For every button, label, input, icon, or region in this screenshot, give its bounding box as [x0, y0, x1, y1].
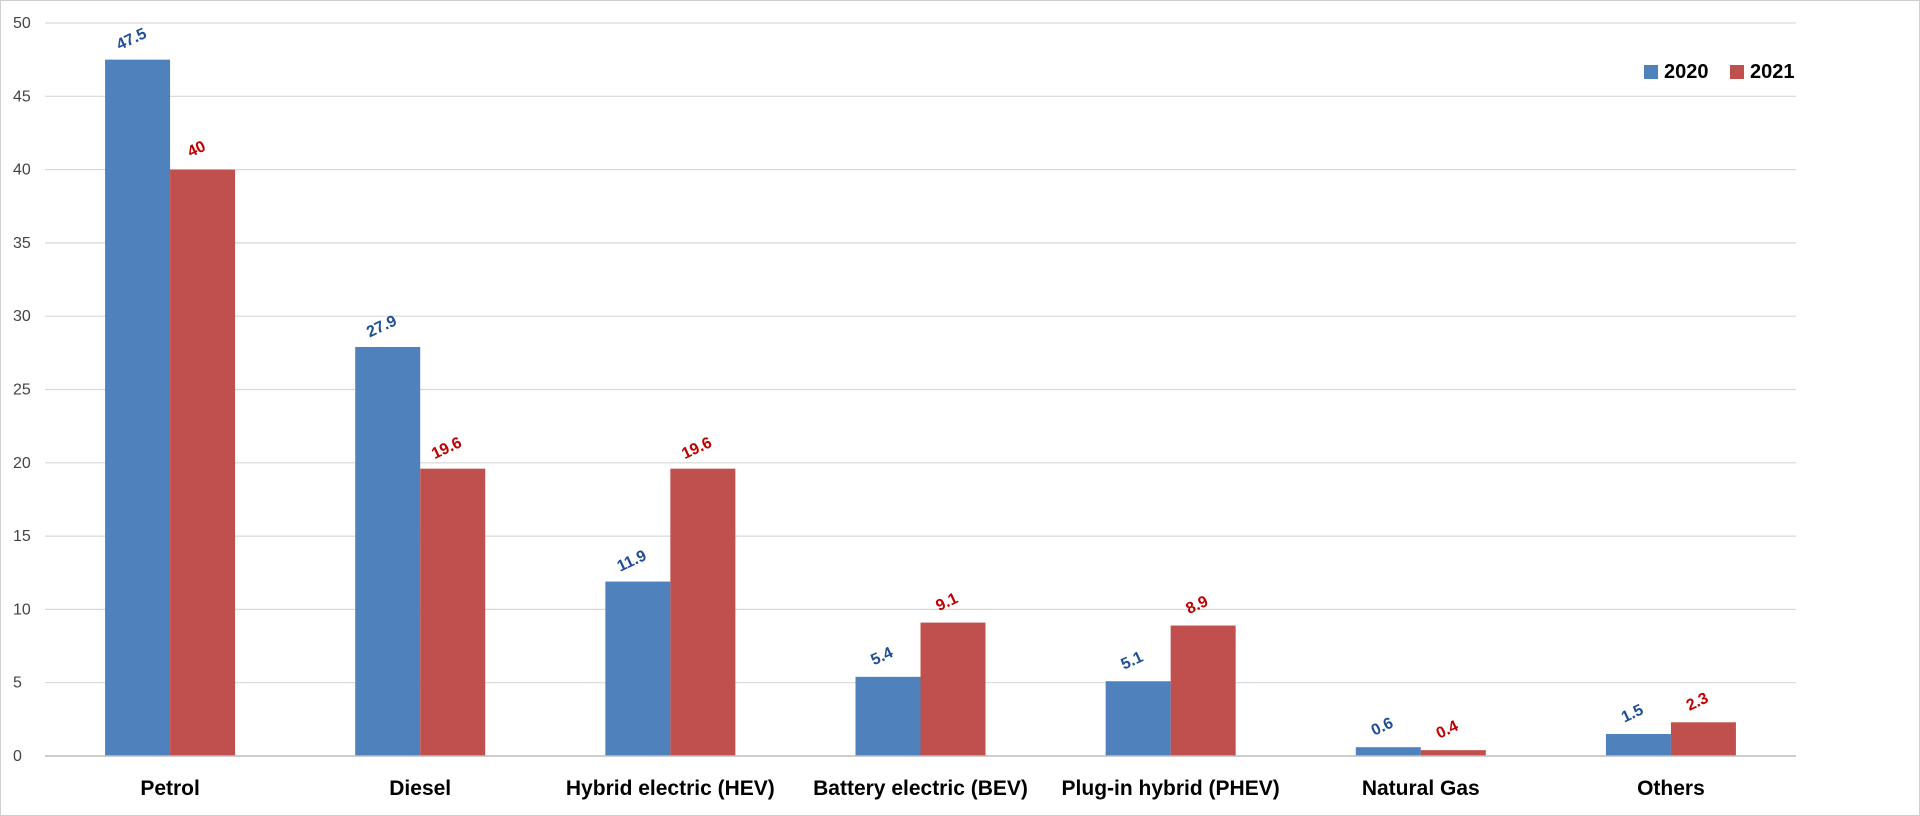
- x-category-label: Battery electric (BEV): [813, 777, 1028, 800]
- x-category-label: Natural Gas: [1362, 777, 1480, 800]
- data-label: 2.3: [1684, 690, 1711, 715]
- legend-label-2020: 2020: [1664, 61, 1709, 83]
- y-tick-label: 40: [13, 162, 31, 179]
- bar-2020-1: [355, 346, 421, 756]
- bar-2020-5: [1355, 747, 1421, 756]
- legend-swatch-2020: [1644, 65, 1658, 79]
- x-category-label: Diesel: [389, 777, 451, 800]
- data-label: 19.6: [679, 434, 714, 463]
- y-tick-label: 10: [13, 601, 31, 618]
- legend-swatch-2021: [1730, 65, 1744, 79]
- x-category-label: Plug-in hybrid (PHEV): [1062, 777, 1280, 800]
- data-label: 0.6: [1369, 715, 1396, 740]
- y-tick-label: 0: [13, 748, 22, 765]
- bar-2021-4: [1170, 625, 1236, 756]
- data-label: 0.4: [1434, 718, 1461, 743]
- y-tick-label: 30: [13, 308, 31, 325]
- bar-2021-2: [670, 468, 736, 756]
- y-tick-label: 45: [13, 88, 31, 105]
- y-tick-label: 35: [13, 235, 31, 252]
- data-label: 47.5: [114, 25, 149, 54]
- bar-2021-1: [420, 468, 486, 756]
- data-label: 19.6: [429, 434, 464, 463]
- data-label: 9.1: [933, 590, 960, 615]
- y-tick-label: 5: [13, 675, 22, 692]
- bar-2020-3: [855, 676, 921, 756]
- data-label: 8.9: [1184, 593, 1211, 618]
- data-label: 40: [185, 138, 208, 161]
- bar-2020-0: [105, 59, 171, 756]
- data-label: 27.9: [364, 313, 399, 342]
- x-category-label: Petrol: [140, 777, 200, 800]
- bar-2020-2: [605, 581, 671, 756]
- data-label: 5.4: [868, 644, 895, 669]
- data-label: 5.1: [1119, 649, 1146, 674]
- bar-2021-5: [1420, 750, 1486, 756]
- bar-2020-6: [1605, 734, 1671, 756]
- legend-label-2021: 2021: [1750, 61, 1795, 83]
- y-tick-label: 50: [13, 15, 31, 32]
- y-tick-label: 20: [13, 455, 31, 472]
- x-category-label: Others: [1637, 777, 1705, 800]
- x-category-label: Hybrid electric (HEV): [566, 777, 775, 800]
- bar-2021-6: [1670, 722, 1736, 756]
- data-label: 11.9: [615, 547, 650, 575]
- data-label: 1.5: [1619, 701, 1646, 726]
- y-tick-label: 25: [13, 382, 31, 399]
- bar-2020-4: [1105, 681, 1171, 756]
- bar-2021-3: [920, 622, 986, 756]
- bar-2021-0: [170, 169, 236, 757]
- y-tick-label: 15: [13, 528, 31, 545]
